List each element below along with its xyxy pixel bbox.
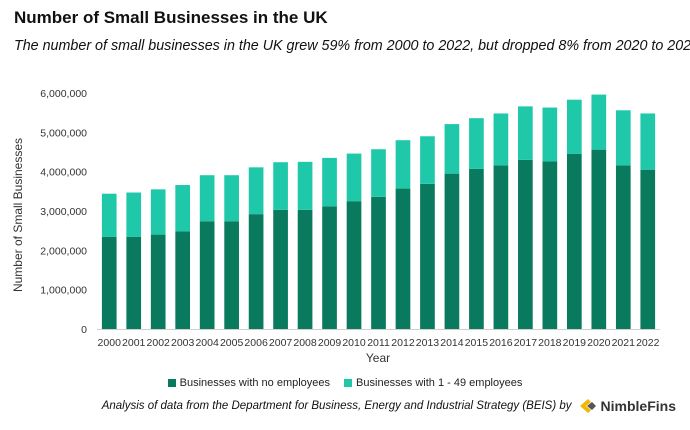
bar-no-employees [297,209,313,329]
x-tick-label: 2008 [293,337,317,349]
bar-1-49-employees [493,113,509,166]
x-tick-label: 2004 [195,337,219,349]
y-tick-label: 1,000,000 [40,285,87,297]
y-tick-label: 4,000,000 [40,167,87,179]
bar-no-employees [150,234,166,329]
legend-item-1-49-employees: Businesses with 1 - 49 employees [344,377,522,389]
x-tick-label: 2007 [269,337,293,349]
bar-1-49-employees [273,162,288,210]
bar-no-employees [469,168,484,329]
bar-no-employees [126,236,142,329]
x-tick-label: 2003 [171,337,195,349]
brand-logo: NimbleFins [578,397,676,415]
bar-no-employees [518,159,533,329]
bars [101,94,656,329]
x-tick-label: 2016 [489,337,513,349]
bar-1-49-employees [615,110,631,166]
legend-swatch [344,379,353,387]
legend-swatch [167,379,176,387]
bar-1-49-employees [322,157,337,207]
legend-label: Businesses with 1 - 49 employees [356,377,523,389]
legend-item-no-employees: Businesses with no employees [167,377,331,389]
bar-1-49-employees [297,161,313,210]
chart-title: Number of Small Businesses in the UK [14,8,328,27]
bar-1-49-employees [395,140,411,189]
bar-1-49-employees [175,185,191,232]
x-axis-title: Year [366,351,390,365]
bar-no-employees [615,165,631,329]
x-axis: 2000 2001 2002 2003 2004 2005 2006 2007 2008 2009… [98,337,660,349]
bar-1-49-employees [126,192,142,237]
bar-1-49-employees [420,136,435,184]
x-tick-label: 2011 [367,337,390,349]
bar-1-49-employees [224,175,239,222]
bar-no-employees [591,149,607,329]
x-tick-label: 2012 [391,337,415,349]
x-tick-label: 2009 [318,337,342,349]
bar-no-employees [542,161,558,329]
bar-1-49-employees [591,94,607,150]
bar-1-49-employees [199,175,215,222]
bar-no-employees [395,188,411,329]
bar-1-49-employees [640,113,656,170]
source-text: Analysis of data from the Department for… [101,400,572,412]
bar-1-49-employees [248,167,264,215]
bar-no-employees [346,201,362,329]
bar-1-49-employees [566,99,582,154]
x-tick-label: 2019 [563,337,587,349]
x-tick-label: 2001 [122,337,146,349]
bar-no-employees [175,231,191,329]
y-tick-label: 3,000,000 [40,206,87,218]
x-tick-label: 2014 [440,337,464,349]
legend: Businesses with no employees Businesses … [0,377,690,389]
bar-no-employees [224,221,239,329]
y-axis-title: Number of Small Businesses [11,138,25,292]
x-tick-label: 2006 [244,337,268,349]
bar-no-employees [101,236,117,329]
bar-1-49-employees [444,124,460,174]
bar-no-employees [640,169,656,329]
x-tick-label: 2010 [342,337,366,349]
x-tick-label: 2020 [587,337,611,349]
footer: Analysis of data from the Department for… [102,397,676,415]
bar-1-49-employees [101,193,117,237]
x-tick-label: 2000 [98,337,122,349]
bar-no-employees [566,153,582,329]
y-tick-label: 5,000,000 [40,127,87,139]
x-tick-label: 2005 [220,337,244,349]
bar-1-49-employees [346,153,362,202]
bar-no-employees [273,209,288,329]
bar-1-49-employees [518,106,533,160]
x-tick-label: 2017 [514,337,538,349]
x-tick-label: 2002 [147,337,171,349]
brand-name: NimbleFins [600,398,676,414]
bar-1-49-employees [469,118,484,169]
bar-no-employees [420,183,435,329]
bar-1-49-employees [542,107,558,162]
bar-no-employees [371,196,386,329]
x-tick-label: 2015 [465,337,489,349]
bar-1-49-employees [371,149,386,197]
y-axis: 0 1,000,000 2,000,000 3,000,000 4,000,000 5,0… [40,88,87,336]
nimblefins-logo-icon [579,399,596,413]
legend-label: Businesses with no employees [179,377,331,389]
bar-no-employees [199,221,215,329]
x-tick-label: 2013 [416,337,440,349]
chart-subtitle: The number of small businesses in the UK… [14,38,690,54]
y-tick-label: 0 [81,324,87,336]
x-tick-label: 2021 [612,337,636,349]
bar-no-employees [444,173,460,329]
bar-no-employees [248,214,264,329]
x-tick-label: 2022 [636,337,660,349]
bar-no-employees [493,165,509,329]
y-tick-label: 6,000,000 [40,88,87,100]
x-tick-label: 2018 [538,337,562,349]
y-tick-label: 2,000,000 [40,245,87,257]
bar-no-employees [322,206,337,329]
bar-1-49-employees [150,189,166,235]
